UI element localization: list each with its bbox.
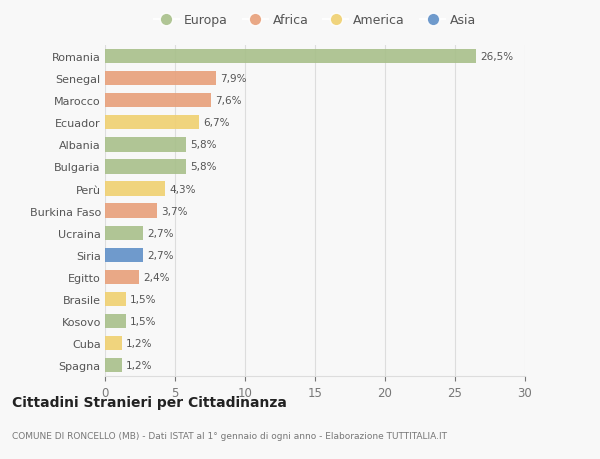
Text: 5,8%: 5,8% [190, 162, 217, 172]
Bar [105, 94, 211, 108]
Bar [105, 160, 186, 174]
Text: 3,7%: 3,7% [161, 206, 187, 216]
Bar [105, 270, 139, 285]
Bar [105, 182, 165, 196]
Bar [105, 204, 157, 218]
Text: 6,7%: 6,7% [203, 118, 229, 128]
Bar [105, 50, 476, 64]
Bar [105, 138, 186, 152]
Text: COMUNE DI RONCELLO (MB) - Dati ISTAT al 1° gennaio di ogni anno - Elaborazione T: COMUNE DI RONCELLO (MB) - Dati ISTAT al … [12, 431, 447, 440]
Text: 1,5%: 1,5% [130, 294, 157, 304]
Legend: Europa, Africa, America, Asia: Europa, Africa, America, Asia [149, 9, 481, 32]
Bar [105, 292, 126, 307]
Bar [105, 248, 143, 263]
Text: 4,3%: 4,3% [169, 184, 196, 194]
Text: Cittadini Stranieri per Cittadinanza: Cittadini Stranieri per Cittadinanza [12, 395, 287, 409]
Text: 1,5%: 1,5% [130, 316, 157, 326]
Text: 5,8%: 5,8% [190, 140, 217, 150]
Text: 2,4%: 2,4% [143, 272, 169, 282]
Bar [105, 314, 126, 329]
Text: 1,2%: 1,2% [126, 338, 152, 348]
Text: 2,7%: 2,7% [147, 250, 173, 260]
Bar [105, 116, 199, 130]
Text: 1,2%: 1,2% [126, 360, 152, 370]
Text: 7,9%: 7,9% [220, 74, 247, 84]
Text: 26,5%: 26,5% [480, 52, 514, 62]
Text: 2,7%: 2,7% [147, 228, 173, 238]
Bar [105, 336, 122, 351]
Bar [105, 72, 215, 86]
Bar [105, 358, 122, 373]
Bar [105, 226, 143, 241]
Text: 7,6%: 7,6% [215, 96, 242, 106]
